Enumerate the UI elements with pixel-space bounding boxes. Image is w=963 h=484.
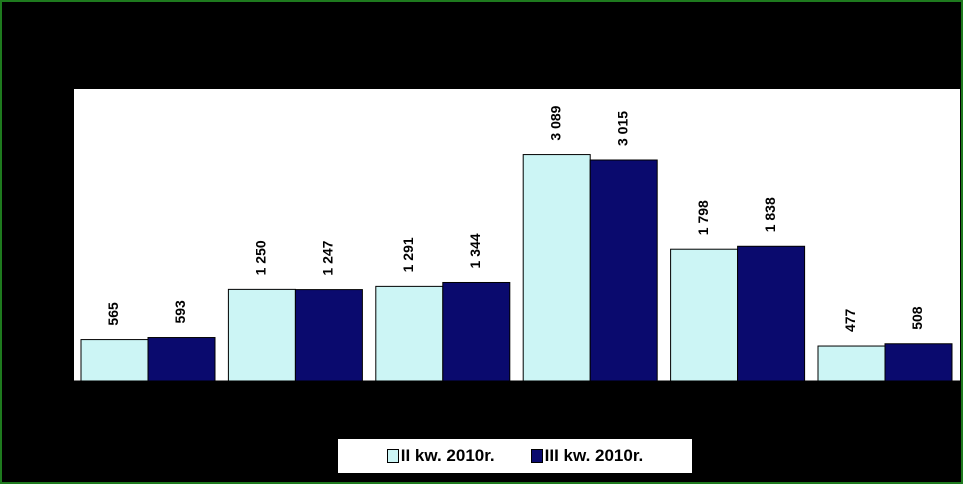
legend-label-series-1: II kw. 2010r. (400, 446, 495, 465)
legend-item-series-1: II kw. 2010r. (386, 446, 495, 466)
legend-swatch-series-1 (386, 449, 399, 463)
data-label-s2-c5: 1 838 (762, 197, 778, 232)
data-label-s2-c6: 508 (909, 306, 925, 330)
bar-s2-c3 (442, 281, 511, 382)
plot-area (74, 89, 960, 381)
bar-s1-c6 (817, 345, 886, 382)
data-label-s1-c2: 1 250 (253, 240, 269, 275)
data-label-s1-c5: 1 798 (695, 200, 711, 235)
bar-s2-c2 (294, 289, 363, 382)
data-label-s2-c4: 3 015 (614, 111, 630, 146)
bar-s1-c1 (80, 339, 149, 382)
bars-group (80, 154, 953, 382)
data-label-s1-c3: 1 291 (400, 237, 416, 272)
data-label-s1-c1: 565 (105, 302, 121, 326)
bar-s1-c4 (522, 154, 591, 382)
legend-item-series-2: III kw. 2010r. (530, 446, 644, 466)
bar-s2-c4 (589, 159, 658, 382)
data-label-s1-c4: 3 089 (547, 105, 563, 140)
bar-s2-c1 (147, 337, 216, 382)
bar-s2-c6 (884, 343, 953, 382)
bar-s1-c2 (227, 288, 296, 382)
data-label-s2-c2: 1 247 (320, 240, 336, 275)
legend-swatch-series-2 (530, 449, 543, 463)
data-labels-group: 565 1 250 1 291 3 089 1 798 477 593 1 247 1 344 3… (105, 105, 925, 332)
data-label-s1-c6: 477 (842, 308, 858, 332)
bar-s1-c5 (670, 248, 739, 382)
bar-s1-c3 (375, 285, 444, 382)
legend-label-series-2: III kw. 2010r. (544, 446, 644, 465)
data-label-s2-c1: 593 (172, 300, 188, 324)
chart-legend: II kw. 2010r. III kw. 2010r. (338, 439, 692, 473)
bar-s2-c5 (737, 245, 806, 382)
data-label-s2-c3: 1 344 (467, 233, 483, 268)
